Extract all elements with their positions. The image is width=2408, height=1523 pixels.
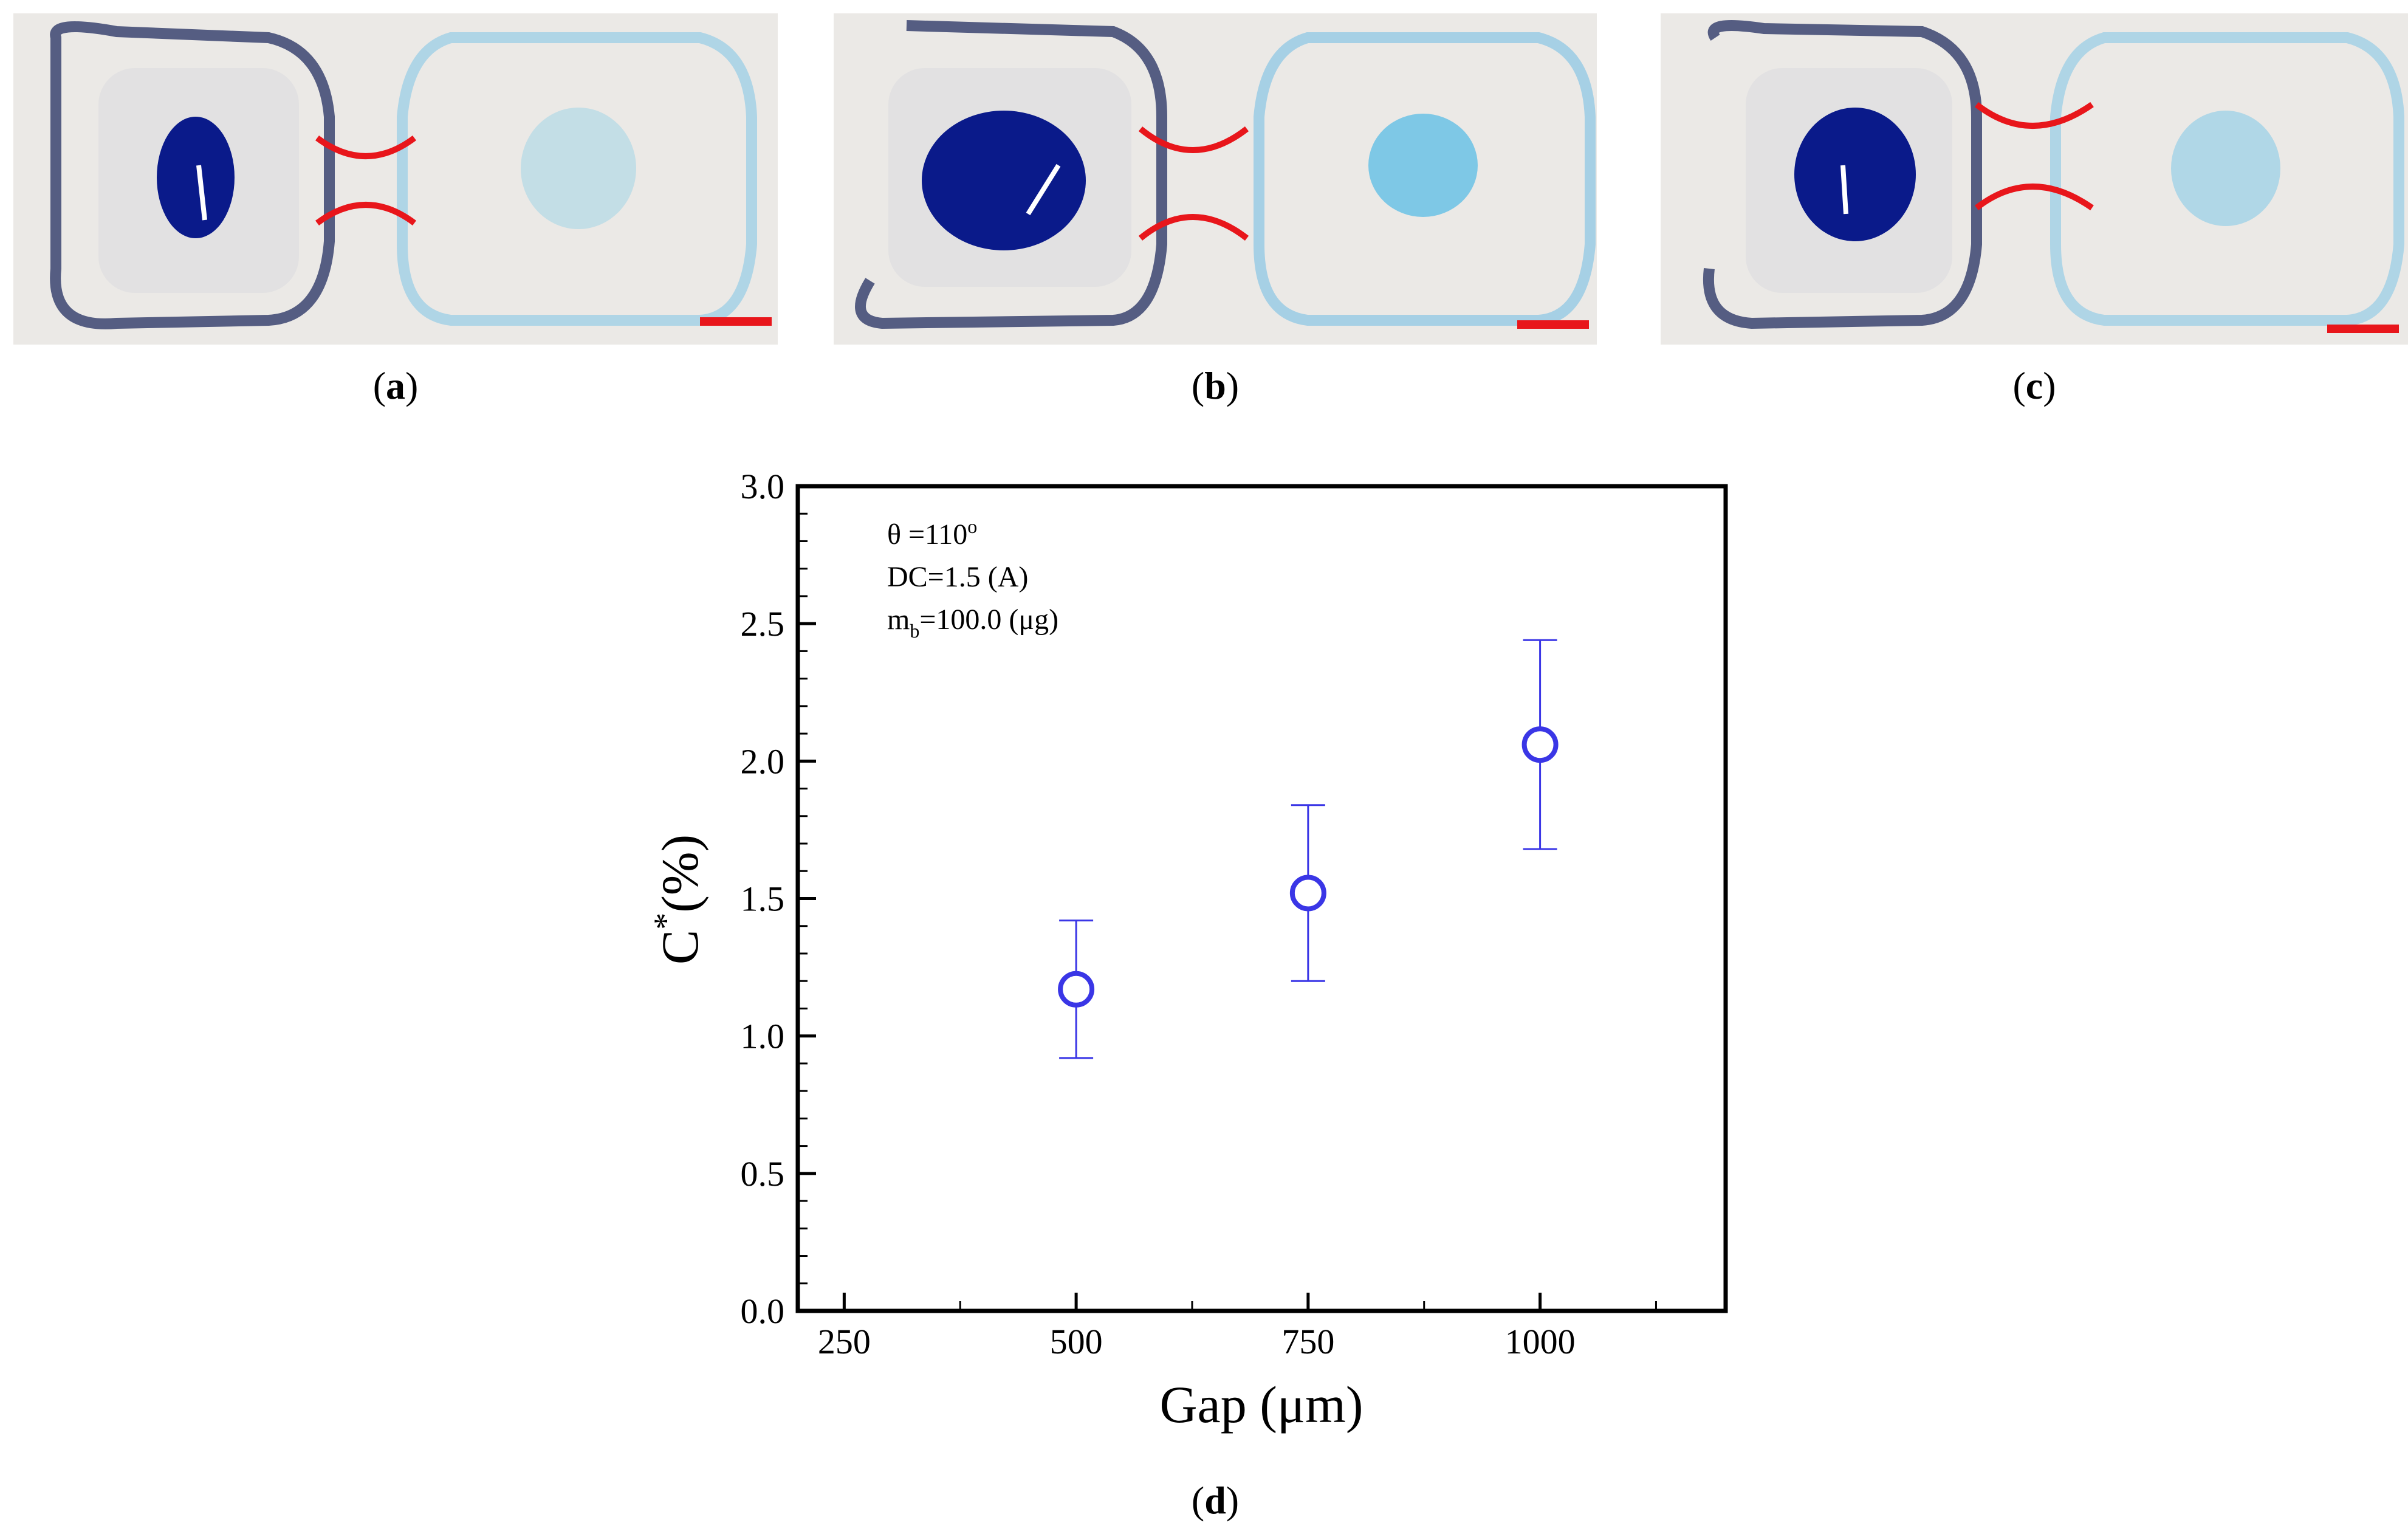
panel-label-d: (d)	[1191, 1479, 1240, 1522]
y-tick-label: 0.5	[741, 1154, 785, 1194]
data-point-750	[1289, 804, 1326, 982]
annotation-mass: mb=100.0 (μg)	[887, 603, 1058, 642]
y-tick-label: 2.5	[741, 604, 785, 644]
x-tick-label: 500	[1050, 1322, 1103, 1361]
y-axis-title: C*(%)	[647, 834, 709, 964]
data-point-500	[1058, 920, 1095, 1059]
annotation-theta: θ =110o	[887, 515, 977, 551]
panel-label-c: (c)	[2012, 364, 2056, 407]
x-tick-label: 1000	[1505, 1322, 1576, 1361]
annotation-dc: DC=1.5 (A)	[887, 561, 1028, 593]
y-tick-label: 1.5	[741, 879, 785, 919]
y-tick-label: 3.0	[741, 467, 785, 506]
panel-label-a: (a)	[372, 364, 419, 407]
data-point-1000	[1521, 639, 1559, 850]
panel-label-b: (b)	[1191, 364, 1240, 407]
x-tick-label: 250	[818, 1322, 871, 1361]
photo-panel-c	[1661, 13, 2408, 345]
x-tick-label: 750	[1281, 1322, 1334, 1361]
y-tick-label: 0.0	[741, 1291, 785, 1331]
x-axis-title: Gap (μm)	[1159, 1375, 1363, 1434]
y-tick-label: 2.0	[741, 741, 785, 781]
marker-circle	[1289, 875, 1326, 912]
y-tick-label: 1.0	[741, 1017, 785, 1056]
photo-panel-a	[13, 13, 778, 345]
axis-ticks: 0.0 0.5 1.0 1.5 2.0 2.5 3.0 250 500 750 1000	[741, 467, 1657, 1361]
marker-circle	[1058, 971, 1095, 1008]
series-points	[1058, 639, 1559, 1059]
photo-panel-b	[834, 13, 1597, 345]
marker-circle	[1521, 726, 1559, 763]
